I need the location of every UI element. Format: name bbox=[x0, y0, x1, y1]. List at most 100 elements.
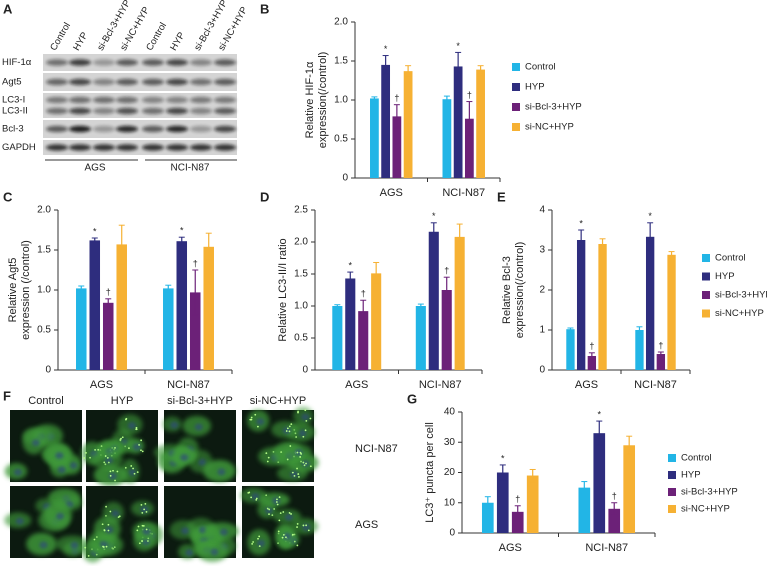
legend-label: si-Bcl-3+HYP bbox=[681, 487, 738, 498]
blot-band bbox=[69, 59, 91, 66]
blot-band bbox=[116, 144, 138, 151]
puncta bbox=[249, 418, 252, 421]
y-tick-label: 2.0 bbox=[334, 17, 348, 28]
nucleus bbox=[31, 439, 40, 447]
bar bbox=[578, 487, 591, 533]
puncta bbox=[297, 473, 300, 475]
y-tick-label: 0 bbox=[342, 173, 348, 184]
puncta bbox=[296, 451, 299, 454]
puncta bbox=[268, 513, 270, 516]
puncta bbox=[296, 526, 298, 528]
puncta bbox=[136, 471, 139, 474]
nucleus bbox=[272, 497, 281, 505]
blot-strip bbox=[43, 93, 237, 118]
puncta bbox=[94, 448, 96, 451]
puncta bbox=[120, 437, 122, 440]
group-label: AGS bbox=[84, 163, 105, 174]
y-axis-label: Relative LC3-II/I ratio bbox=[277, 238, 289, 341]
puncta bbox=[141, 524, 144, 527]
puncta bbox=[289, 445, 292, 447]
bar bbox=[392, 116, 402, 178]
y-tick-label: 40 bbox=[444, 407, 456, 418]
puncta bbox=[268, 508, 271, 511]
significance-mark: † bbox=[612, 491, 617, 501]
significance-mark: † bbox=[193, 258, 198, 268]
bar bbox=[358, 311, 369, 370]
y-tick-label: 0.5 bbox=[37, 325, 51, 336]
nucleus bbox=[55, 452, 64, 460]
puncta bbox=[305, 419, 308, 422]
puncta bbox=[93, 538, 96, 541]
row-label: Agt5 bbox=[2, 77, 22, 88]
x-tick-label: AGS bbox=[575, 379, 598, 391]
blot-band bbox=[93, 144, 115, 151]
x-tick-label: NCI-N87 bbox=[442, 187, 485, 199]
puncta bbox=[293, 540, 296, 543]
blot-band bbox=[190, 107, 212, 115]
blot-band bbox=[93, 59, 115, 66]
puncta bbox=[95, 553, 98, 556]
puncta bbox=[305, 524, 308, 527]
significance-mark: * bbox=[579, 218, 583, 228]
nucleus bbox=[198, 526, 207, 534]
y-tick-label: 1.0 bbox=[37, 285, 51, 296]
puncta bbox=[143, 508, 146, 511]
blot-band bbox=[116, 96, 138, 104]
puncta bbox=[271, 514, 274, 517]
bar bbox=[415, 306, 426, 370]
puncta bbox=[102, 546, 105, 548]
puncta bbox=[105, 545, 108, 548]
bar bbox=[598, 244, 607, 370]
row-label: NCI-N87 bbox=[355, 443, 398, 455]
nucleus bbox=[70, 541, 79, 549]
bar bbox=[454, 236, 465, 370]
puncta bbox=[309, 417, 312, 420]
puncta bbox=[252, 541, 255, 543]
legend-swatch bbox=[512, 123, 520, 131]
blot-band bbox=[93, 107, 115, 115]
y-tick-label: 1.5 bbox=[294, 269, 308, 280]
bar bbox=[163, 288, 174, 370]
x-tick-label: NCI-N87 bbox=[585, 542, 628, 554]
bar bbox=[370, 98, 379, 178]
bar bbox=[89, 240, 101, 370]
significance-mark: † bbox=[361, 289, 366, 299]
blot-strip bbox=[43, 120, 237, 138]
y-tick-label: 4 bbox=[539, 205, 545, 216]
significance-mark: * bbox=[384, 44, 388, 54]
blot-strip bbox=[43, 140, 237, 155]
group-label: NCI-N87 bbox=[171, 163, 210, 174]
blot-band bbox=[166, 96, 188, 104]
bar bbox=[526, 475, 539, 533]
legend-swatch bbox=[668, 454, 676, 462]
blot-band bbox=[190, 59, 212, 66]
puncta bbox=[303, 464, 306, 467]
column-label: si-Bcl-3+HYP bbox=[167, 395, 233, 407]
puncta bbox=[109, 510, 112, 513]
puncta bbox=[273, 508, 276, 510]
puncta bbox=[251, 542, 254, 545]
blot-band bbox=[142, 78, 164, 86]
puncta bbox=[305, 462, 307, 465]
puncta bbox=[114, 479, 116, 482]
nucleus bbox=[283, 532, 292, 540]
legend-label: Control bbox=[681, 453, 712, 464]
blot-band bbox=[142, 144, 164, 151]
y-tick-label: 0.5 bbox=[294, 333, 308, 344]
puncta bbox=[104, 455, 107, 457]
puncta bbox=[307, 529, 310, 532]
row-label: LC3-I bbox=[2, 95, 25, 106]
y-tick-label: 1.0 bbox=[334, 95, 348, 106]
nucleus bbox=[180, 453, 189, 461]
blot-band bbox=[190, 144, 212, 151]
puncta bbox=[291, 471, 294, 474]
x-tick-label: NCI-N87 bbox=[419, 379, 462, 391]
bar bbox=[76, 288, 87, 370]
blot-band bbox=[214, 78, 236, 86]
puncta bbox=[288, 425, 291, 428]
puncta bbox=[288, 512, 291, 514]
blot-band bbox=[69, 125, 91, 133]
lane-label: Control bbox=[48, 21, 73, 53]
blot-band bbox=[93, 125, 115, 133]
puncta bbox=[85, 451, 87, 454]
